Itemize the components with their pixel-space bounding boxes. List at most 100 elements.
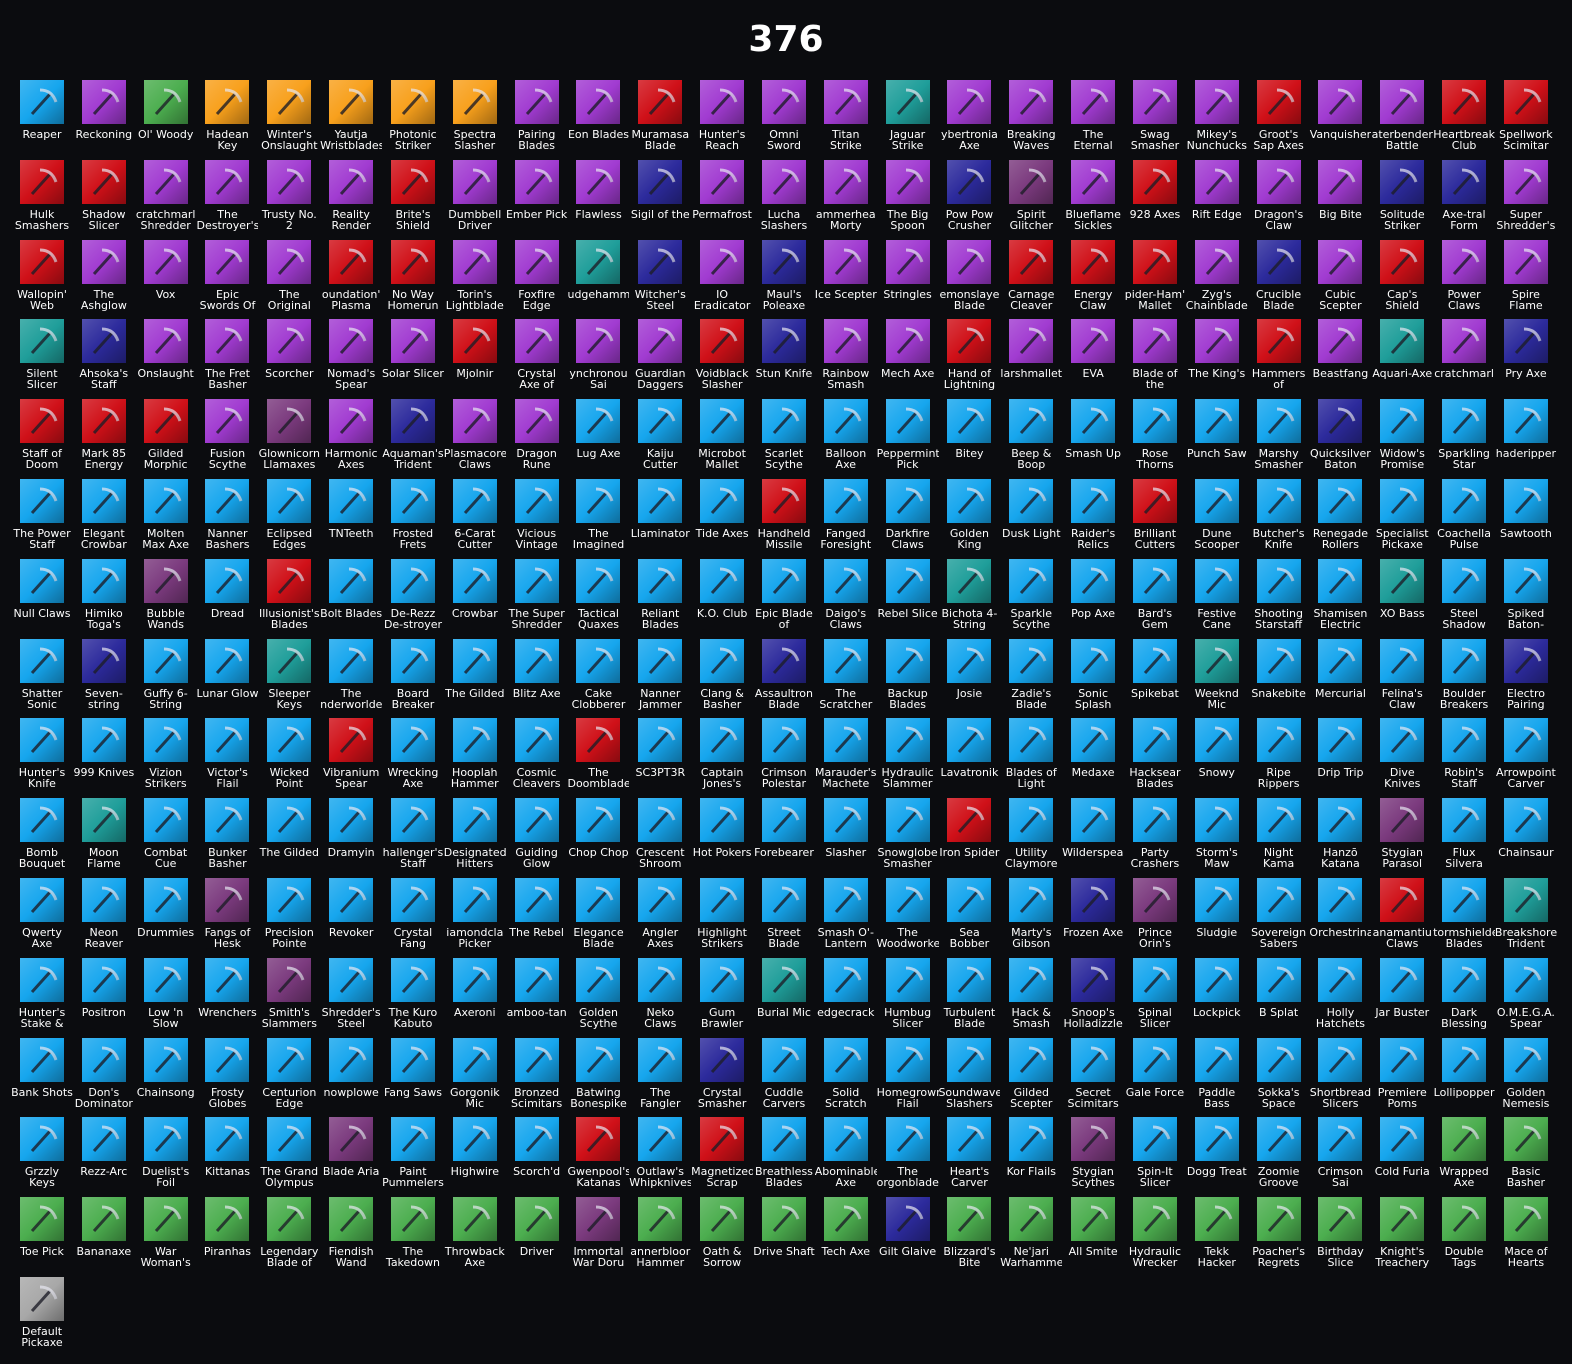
item-icon[interactable] — [20, 159, 64, 204]
item-icon[interactable] — [823, 80, 868, 124]
item-icon[interactable] — [1132, 1117, 1177, 1162]
item-icon[interactable] — [143, 159, 188, 204]
item-icon[interactable] — [390, 239, 435, 284]
item-icon[interactable] — [1442, 159, 1487, 204]
item-icon[interactable] — [81, 878, 126, 922]
item-icon[interactable] — [205, 319, 250, 364]
item-icon[interactable] — [1194, 957, 1239, 1002]
item-icon[interactable] — [1318, 957, 1363, 1002]
item-icon[interactable] — [20, 1037, 64, 1082]
item-icon[interactable] — [514, 1197, 559, 1242]
item-icon[interactable] — [1132, 1037, 1177, 1082]
item-icon[interactable] — [885, 558, 930, 603]
item-icon[interactable] — [1009, 239, 1054, 284]
item-icon[interactable] — [1318, 1197, 1363, 1242]
item-icon[interactable] — [390, 718, 435, 763]
item-icon[interactable] — [143, 638, 188, 683]
item-icon[interactable] — [452, 798, 497, 843]
item-icon[interactable] — [143, 1117, 188, 1162]
item-icon[interactable] — [81, 1197, 126, 1242]
item-icon[interactable] — [761, 718, 806, 763]
item-icon[interactable] — [1194, 878, 1239, 922]
item-icon[interactable] — [1503, 80, 1548, 124]
item-icon[interactable] — [1194, 80, 1239, 124]
item-icon[interactable] — [1318, 479, 1363, 523]
item-icon[interactable] — [329, 159, 374, 204]
item-icon[interactable] — [1442, 239, 1487, 284]
item-icon[interactable] — [452, 1037, 497, 1082]
item-icon[interactable] — [1009, 399, 1054, 444]
item-icon[interactable] — [576, 80, 621, 124]
item-icon[interactable] — [823, 558, 868, 603]
item-icon[interactable] — [1256, 558, 1301, 603]
item-icon[interactable] — [1318, 1037, 1363, 1082]
item-icon[interactable] — [823, 957, 868, 1002]
item-icon[interactable] — [1318, 878, 1363, 922]
item-icon[interactable] — [452, 399, 497, 444]
item-icon[interactable] — [1194, 399, 1239, 444]
item-icon[interactable] — [452, 1117, 497, 1162]
item-icon[interactable] — [885, 1197, 930, 1242]
item-icon[interactable] — [267, 239, 312, 284]
item-icon[interactable] — [1256, 319, 1301, 364]
item-icon[interactable] — [638, 80, 683, 124]
item-icon[interactable] — [1194, 1117, 1239, 1162]
item-icon[interactable] — [1503, 479, 1548, 523]
item-icon[interactable] — [1194, 479, 1239, 523]
item-icon[interactable] — [390, 319, 435, 364]
item-icon[interactable] — [823, 479, 868, 523]
item-icon[interactable] — [205, 399, 250, 444]
item-icon[interactable] — [1318, 239, 1363, 284]
item-icon[interactable] — [1009, 1117, 1054, 1162]
item-icon[interactable] — [700, 878, 745, 922]
item-icon[interactable] — [81, 957, 126, 1002]
item-icon[interactable] — [81, 718, 126, 763]
item-icon[interactable] — [20, 1197, 64, 1242]
item-icon[interactable] — [1071, 957, 1116, 1002]
item-icon[interactable] — [205, 80, 250, 124]
item-icon[interactable] — [1380, 479, 1425, 523]
item-icon[interactable] — [1071, 638, 1116, 683]
item-icon[interactable] — [1380, 80, 1425, 124]
item-icon[interactable] — [638, 798, 683, 843]
item-icon[interactable] — [700, 957, 745, 1002]
item-icon[interactable] — [700, 319, 745, 364]
item-icon[interactable] — [823, 718, 868, 763]
item-icon[interactable] — [1503, 319, 1548, 364]
item-icon[interactable] — [452, 80, 497, 124]
item-icon[interactable] — [947, 878, 992, 922]
item-icon[interactable] — [885, 957, 930, 1002]
item-icon[interactable] — [267, 878, 312, 922]
item-icon[interactable] — [761, 1117, 806, 1162]
item-icon[interactable] — [267, 479, 312, 523]
item-icon[interactable] — [1256, 479, 1301, 523]
item-icon[interactable] — [390, 1037, 435, 1082]
item-icon[interactable] — [329, 319, 374, 364]
item-icon[interactable] — [143, 399, 188, 444]
item-icon[interactable] — [823, 319, 868, 364]
item-icon[interactable] — [1256, 718, 1301, 763]
item-icon[interactable] — [267, 159, 312, 204]
item-icon[interactable] — [885, 638, 930, 683]
item-icon[interactable] — [514, 399, 559, 444]
item-icon[interactable] — [329, 80, 374, 124]
item-icon[interactable] — [823, 399, 868, 444]
item-icon[interactable] — [329, 718, 374, 763]
item-icon[interactable] — [947, 1037, 992, 1082]
item-icon[interactable] — [1071, 558, 1116, 603]
item-icon[interactable] — [1071, 239, 1116, 284]
item-icon[interactable] — [576, 319, 621, 364]
item-icon[interactable] — [329, 479, 374, 523]
item-icon[interactable] — [452, 159, 497, 204]
item-icon[interactable] — [205, 1037, 250, 1082]
item-icon[interactable] — [1503, 239, 1548, 284]
item-icon[interactable] — [1442, 1117, 1487, 1162]
item-icon[interactable] — [1132, 479, 1177, 523]
item-icon[interactable] — [638, 159, 683, 204]
item-icon[interactable] — [329, 1197, 374, 1242]
item-icon[interactable] — [1380, 957, 1425, 1002]
item-icon[interactable] — [638, 319, 683, 364]
item-icon[interactable] — [267, 798, 312, 843]
item-icon[interactable] — [452, 1197, 497, 1242]
item-icon[interactable] — [576, 878, 621, 922]
